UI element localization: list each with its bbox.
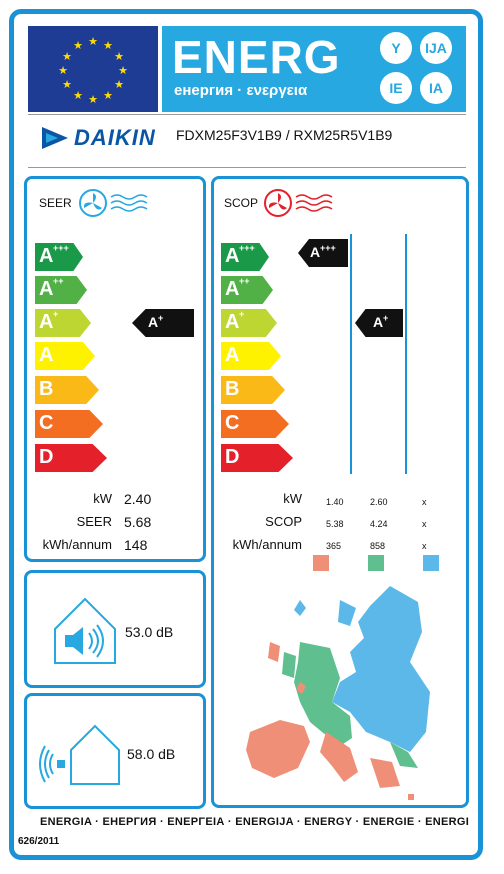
heating-kwh-colder: x [422,541,427,551]
svg-text:★: ★ [88,35,98,48]
daikin-triangle-icon [42,127,68,149]
label-frame [9,9,483,860]
heating-title: SCOP [224,196,259,210]
class-bar-aplus-heating: A + [221,309,277,337]
brand-name: DAIKIN [74,125,156,150]
label-header: ★ ★ ★ ★ ★ ★ ★ ★ ★ ★ ★ ★ ENERG енергия · … [28,26,466,112]
class-bar-a-cooling: A [35,342,95,370]
climate-swatch-warmer [313,555,329,571]
heating-kwh-average: 858 [370,541,386,551]
outdoor-noise-panel: 58.0 dB [24,693,206,809]
heating-kwh-warmer: 365 [326,541,342,551]
column-divider-1 [350,234,352,474]
energ-subtitle: енергия · ενεργεια [174,82,308,99]
supplier-row: DAIKIN FDXM25F3V1B9 / RXM25R5V1B9 [28,114,466,168]
cooling-title: SEER [39,196,72,210]
indoor-noise-value: 53.0 dB [125,624,174,640]
outdoor-unit-speaker-icon [39,724,120,785]
energ-banner: ENERG енергия · ενεργεια Y IJA IE IA [162,26,466,112]
heating-scop-colder: x [422,519,427,529]
class-bar-c-heating: C [221,410,289,438]
class-bar-a3plus-cooling: A +++ [35,243,83,271]
heating-scop-average: 4.24 [370,519,388,529]
svg-text:★: ★ [58,64,68,77]
svg-text:★: ★ [62,50,72,63]
heating-scop-label: SCOP [265,514,302,529]
cooling-kw-label: kW [93,491,112,506]
climate-swatch-colder [423,555,439,571]
svg-text:★: ★ [73,39,83,52]
heating-kw-colder: x [422,497,427,507]
language-code-ija: IJA [420,32,452,64]
fan-heating-icon [264,189,333,217]
energ-title: ENERG [172,31,341,83]
class-bar-a3plus-heating: A +++ [221,243,269,271]
heating-kw-label: kW [283,491,302,506]
eu-stars-icon: ★ ★ ★ ★ ★ ★ ★ ★ ★ ★ ★ ★ [58,35,128,106]
fan-cooling-icon [79,189,148,217]
outdoor-noise-value: 58.0 dB [127,746,176,762]
cooling-rating-arrow: A + [132,309,194,337]
svg-text:★: ★ [88,93,98,106]
language-code-y: Y [380,32,412,64]
class-bar-b-cooling: B [35,376,99,404]
footer-languages: ENERGIA · ЕНЕРГИЯ · ΕΝΕΡΓΕΙΑ · ENERGIJA … [40,816,470,828]
daikin-logo: DAIKIN [40,125,190,151]
class-bar-b-heating: B [221,376,285,404]
svg-text:★: ★ [114,50,124,63]
heating-rating-arrow-average: A + [355,309,403,337]
heating-scop-warmer: 5.38 [326,519,344,529]
class-bar-a2plus-heating: A ++ [221,276,273,304]
class-bar-d-heating: D [221,444,293,472]
cooling-seer-label: SEER [76,514,112,529]
cooling-seer-value: 5.68 [124,514,152,530]
svg-text:★: ★ [73,89,83,102]
heating-kwh-label: kWh/annum [232,537,302,552]
model-identifier: FDXM25F3V1B9 / RXM25R5V1B9 [176,127,393,143]
svg-text:★: ★ [114,78,124,91]
cooling-kw-value: 2.40 [124,491,152,507]
svg-text:★: ★ [103,89,113,102]
footer-regulation: 626/2011 [18,836,60,847]
heating-kw-warmer: 1.40 [326,497,344,507]
class-bar-aplus-cooling: A + [35,309,91,337]
climate-swatch-average [368,555,384,571]
heating-kw-average: 2.60 [370,497,388,507]
cooling-kwh-value: 148 [124,537,148,553]
svg-text:★: ★ [103,39,113,52]
eu-flag: ★ ★ ★ ★ ★ ★ ★ ★ ★ ★ ★ ★ [28,26,158,112]
indoor-noise-panel: 53.0 dB [24,570,206,688]
class-bar-c-cooling: C [35,410,103,438]
class-bar-d-cooling: D [35,444,107,472]
heating-rating-arrow-warmer: A +++ [298,239,348,267]
language-code-ia: IA [420,72,452,104]
class-bar-a-heating: A [221,342,281,370]
cooling-kwh-label: kWh/annum [42,537,112,552]
column-divider-2 [405,234,407,474]
language-code-ie: IE [380,72,412,104]
svg-text:★: ★ [62,78,72,91]
indoor-unit-speaker-icon [54,597,116,664]
europe-climate-map [246,586,430,800]
svg-text:★: ★ [118,64,128,77]
class-bar-a2plus-cooling: A ++ [35,276,87,304]
